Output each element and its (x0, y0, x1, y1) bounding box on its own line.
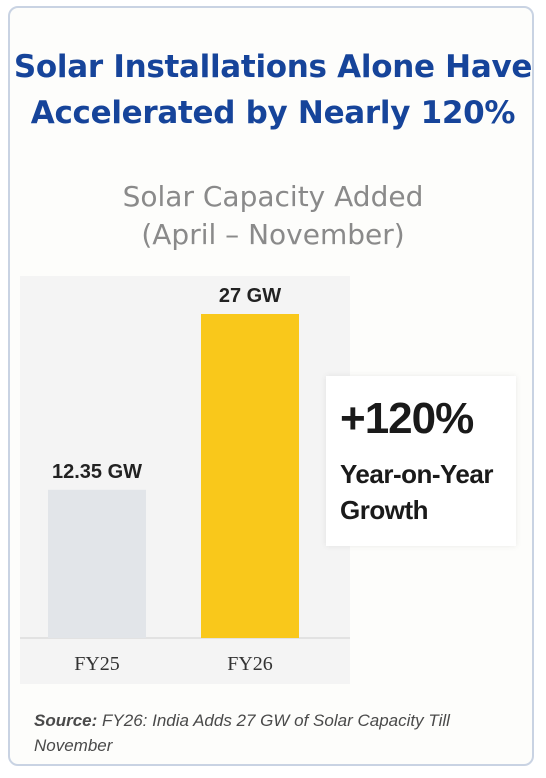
bar-value-label: 12.35 GW (52, 461, 142, 483)
subtitle-line-1: Solar Capacity Added (122, 180, 424, 213)
bar-fy26 (201, 314, 299, 638)
growth-percent: +120% (340, 394, 474, 443)
source-label: Source: (34, 711, 98, 730)
x-tick-label: FY25 (74, 653, 120, 675)
x-tick-label: FY26 (227, 653, 273, 675)
growth-label: Year-on-Year Growth (340, 459, 493, 525)
growth-callout: +120% Year-on-Year Growth (326, 376, 516, 546)
bar-value-label: 27 GW (219, 285, 281, 307)
bar-chart: 12.35 GW FY25 27 GW FY26 (20, 285, 350, 675)
source-text: FY26: India Adds 27 GW of Solar Capacity… (34, 711, 450, 755)
chart-subtitle: Solar Capacity Added (April – November) (0, 178, 546, 254)
source-note: Source: FY26: India Adds 27 GW of Solar … (34, 708, 514, 758)
page-title: Solar Installations Alone Have Accelerat… (13, 49, 533, 131)
subtitle-line-2: (April – November) (141, 218, 405, 251)
bar-fy25 (48, 489, 146, 638)
